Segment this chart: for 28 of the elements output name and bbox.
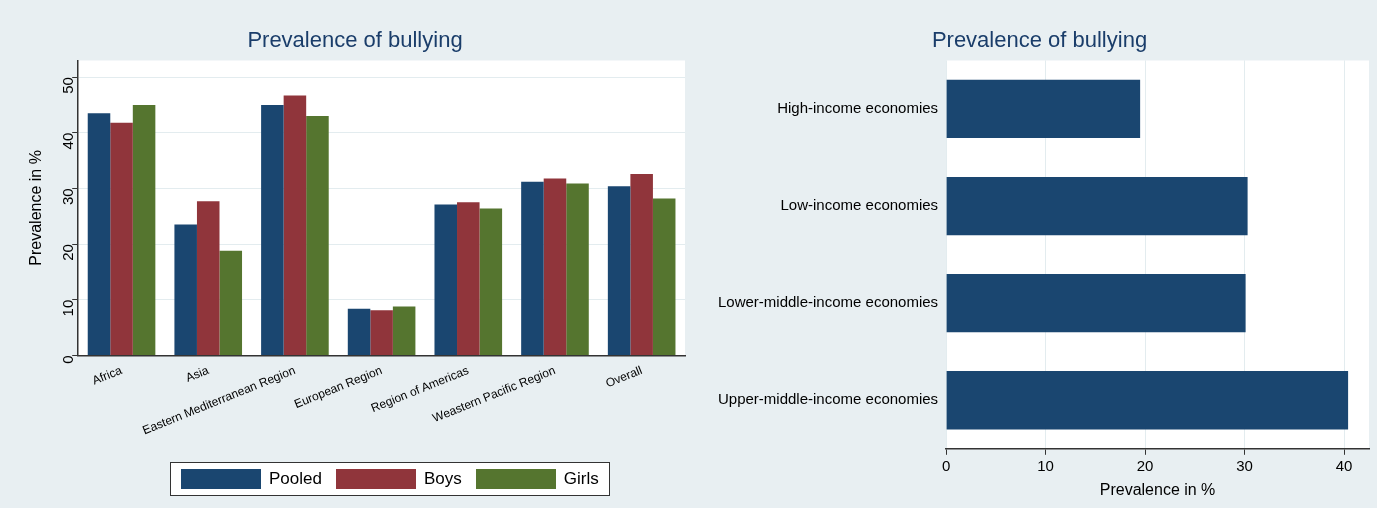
- legend-label: Boys: [423, 469, 462, 489]
- y-tick-label: 0: [59, 355, 77, 364]
- y-tick-label: 50: [59, 77, 77, 94]
- y-tick-label: 30: [59, 188, 77, 206]
- bar: [946, 176, 1248, 236]
- y-tick-label: High-income economies: [777, 99, 939, 117]
- x-tick-label: Asia: [183, 362, 211, 385]
- y-tick-label: Low-income economies: [780, 196, 939, 214]
- y-tick-label: 10: [59, 299, 77, 317]
- y-tick-label: Upper-middle-income economies: [718, 390, 939, 408]
- y-axis-title: Prevalence in %: [27, 150, 45, 266]
- legend-label: Girls: [563, 469, 599, 489]
- bar: [946, 371, 1349, 430]
- bar: [946, 274, 1246, 333]
- x-tick-label: Africa: [90, 362, 125, 388]
- bar: [946, 79, 1141, 139]
- x-tick-label: 20: [1136, 456, 1154, 474]
- x-tick-label: 40: [1335, 456, 1353, 474]
- x-tick-label: 30: [1236, 456, 1253, 474]
- y-tick-label: Lower-middle-income economies: [718, 293, 939, 311]
- legend-label: Pooled: [269, 469, 322, 489]
- x-tick-label: 0: [941, 456, 951, 474]
- chart-title: Prevalence of bullying: [247, 27, 463, 53]
- y-tick-label: 20: [59, 244, 77, 261]
- y-tick-label: 40: [59, 132, 77, 150]
- chart-title: Prevalence of bullying: [931, 27, 1148, 53]
- x-tick-label: 10: [1037, 456, 1054, 474]
- x-axis-title: Prevalence in %: [1099, 480, 1216, 498]
